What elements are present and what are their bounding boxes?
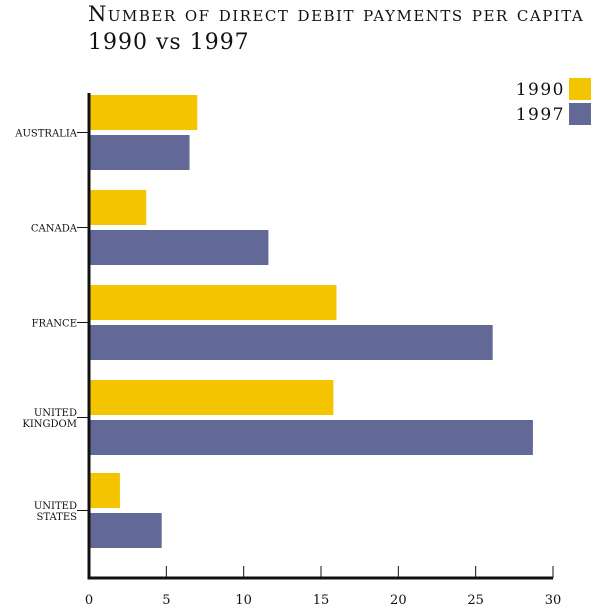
x-tick-label: 30 xyxy=(545,593,562,608)
legend-label-1990: 1990 xyxy=(516,80,565,100)
x-tick-label: 15 xyxy=(313,593,330,608)
bar-1997-2 xyxy=(89,325,493,360)
bar-1997-1 xyxy=(89,230,269,265)
bar-1990-1 xyxy=(89,190,147,225)
legend-swatch-1997 xyxy=(569,103,591,125)
category-label: AUSTRALIA xyxy=(14,129,78,140)
bar-1990-4 xyxy=(89,473,120,508)
category-label: UNITED xyxy=(34,408,77,419)
category-label: CANADA xyxy=(31,224,78,235)
bar-1990-0 xyxy=(89,95,198,130)
bar-1997-0 xyxy=(89,135,190,170)
bar-1990-3 xyxy=(89,380,334,415)
category-label: UNITED xyxy=(34,501,77,512)
x-tick-label: 10 xyxy=(235,593,252,608)
legend-label-1997: 1997 xyxy=(516,105,565,125)
chart-title: Number of direct debit payments per capi… xyxy=(88,2,585,26)
x-tick-label: 25 xyxy=(467,593,484,608)
bar-1997-4 xyxy=(89,513,162,548)
category-label: STATES xyxy=(37,512,78,523)
x-tick-label: 5 xyxy=(162,593,170,608)
category-label: FRANCE xyxy=(32,319,77,330)
bar-1990-2 xyxy=(89,285,337,320)
bar-1997-3 xyxy=(89,420,533,455)
x-tick-label: 0 xyxy=(85,593,93,608)
legend-swatch-1990 xyxy=(569,78,591,100)
chart-subtitle: 1990 vs 1997 xyxy=(88,30,250,55)
x-tick-label: 20 xyxy=(390,593,407,608)
category-label: KINGDOM xyxy=(22,419,77,430)
